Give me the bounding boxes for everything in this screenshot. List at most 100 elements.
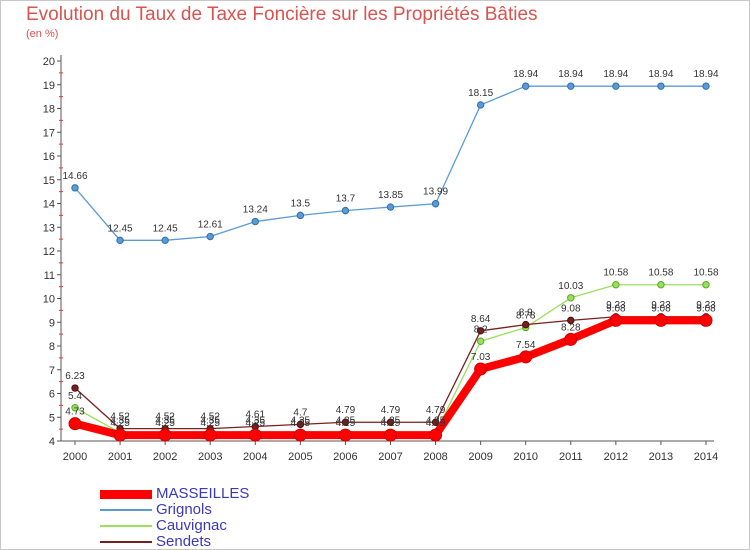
data-label-masseilles: 7.03 <box>471 352 491 363</box>
y-tick-label: 9 <box>49 317 55 329</box>
data-label-cauvignac: 4.35 <box>155 416 175 427</box>
x-tick-label: 2010 <box>513 451 537 463</box>
unit-label: (en %) <box>26 28 59 40</box>
data-point-grignols <box>71 184 79 192</box>
data-label-sendets: 8.9 <box>519 308 533 319</box>
data-point-masseilles <box>203 428 217 442</box>
line-chart: 4 5 6 7 8 9 10 11 12 13 14 15 16 17 18 19 20 2000 2001 2002… <box>43 55 719 463</box>
data-point-masseilles <box>293 428 307 442</box>
data-point-masseilles <box>699 313 713 327</box>
x-tick-label: 2013 <box>649 451 673 463</box>
data-label-grignols: 12.61 <box>198 220 223 231</box>
data-point-masseilles <box>474 362 488 376</box>
data-point-sendets <box>522 320 530 329</box>
data-label-masseilles: 4.25 <box>200 418 220 429</box>
data-label-grignols: 13.7 <box>336 194 356 205</box>
data-point-cauvignac <box>702 281 710 289</box>
y-tick-label: 20 <box>43 56 55 68</box>
data-point-grignols <box>657 82 665 90</box>
y-tick-label: 6 <box>49 389 55 401</box>
legend-label: Grignols <box>156 501 212 518</box>
data-label-grignols: 18.94 <box>558 69 583 80</box>
data-label-grignols: 18.15 <box>468 88 493 99</box>
data-point-cauvignac <box>612 281 620 289</box>
data-label-masseilles: 4.73 <box>65 407 85 418</box>
data-label-cauvignac: 4.35 <box>381 416 401 427</box>
data-label-sendets: 4.52 <box>200 412 220 423</box>
x-tick-label: 2000 <box>63 451 87 463</box>
data-point-sendets <box>567 316 575 325</box>
data-label-grignols: 13.5 <box>291 198 311 209</box>
legend-swatch <box>100 509 152 511</box>
y-tick-label: 15 <box>43 175 55 187</box>
x-tick-label: 2006 <box>333 451 357 463</box>
x-tick-label: 2002 <box>153 451 177 463</box>
data-label-grignols: 18.94 <box>603 69 628 80</box>
data-label-cauvignac: 5.4 <box>68 391 82 402</box>
data-point-grignols <box>341 206 350 215</box>
data-label-cauvignac: 4.35 <box>246 416 266 427</box>
legend-item-sendets: Sendets <box>100 534 249 550</box>
data-point-masseilles <box>338 428 352 442</box>
x-tick-label: 2009 <box>468 451 492 463</box>
data-label-sendets: 9.23 <box>606 300 626 311</box>
data-point-grignols <box>522 82 530 90</box>
y-tick-label: 10 <box>43 294 55 306</box>
data-point-sendets <box>386 418 395 426</box>
data-point-masseilles <box>248 428 262 442</box>
data-point-masseilles <box>429 428 443 442</box>
data-point-masseilles <box>384 428 397 442</box>
y-tick-label: 8 <box>49 341 55 353</box>
x-tick-label: 2004 <box>243 451 267 463</box>
data-label-sendets: 8.64 <box>471 314 491 325</box>
legend-item-masseilles: MASSEILLES <box>100 486 249 502</box>
y-tick-label: 19 <box>43 80 55 92</box>
data-point-grignols <box>116 236 124 245</box>
y-tick-label: 16 <box>43 151 55 163</box>
legend-swatch <box>100 525 152 527</box>
data-label-sendets: 4.52 <box>110 412 130 423</box>
chart-title: Evolution du Taux de Taxe Foncière sur l… <box>26 4 538 25</box>
data-label-cauvignac: 4.35 <box>426 416 446 427</box>
data-label-grignols: 12.45 <box>108 223 133 234</box>
data-label-sendets: 9.23 <box>696 300 716 311</box>
y-tick-label: 12 <box>43 246 55 258</box>
y-tick-label: 13 <box>43 222 55 234</box>
data-point-grignols <box>567 82 575 90</box>
data-label-sendets: 4.79 <box>336 405 356 416</box>
data-label-masseilles: 9.08 <box>696 303 716 314</box>
data-label-sendets: 4.79 <box>426 405 446 416</box>
legend-item-grignols: Grignols <box>100 502 249 518</box>
x-tick-label: 2012 <box>604 451 628 463</box>
data-point-cauvignac <box>657 281 665 289</box>
legend-item-cauvignac: Cauvignac <box>100 518 249 534</box>
data-point-masseilles <box>519 350 533 364</box>
x-tick-label: 2011 <box>559 451 583 463</box>
data-label-cauvignac: 10.58 <box>603 268 628 279</box>
legend-label: Cauvignac <box>156 517 227 534</box>
data-label-cauvignac: 4.35 <box>200 416 220 427</box>
data-label-grignols: 13.99 <box>423 187 448 198</box>
x-tick-label: 2005 <box>288 451 312 463</box>
series-line-grignols <box>74 85 706 241</box>
data-label-masseilles: 4.25 <box>381 418 401 429</box>
data-label-sendets: 4.61 <box>246 410 266 421</box>
data-label-cauvignac: 10.58 <box>648 268 673 279</box>
x-tick-label: 2008 <box>423 451 447 463</box>
data-label-sendets: 6.23 <box>65 371 85 382</box>
data-label-masseilles: 7.54 <box>516 340 536 351</box>
data-point-masseilles <box>609 313 623 327</box>
x-tick-label: 2014 <box>694 451 718 463</box>
data-label-cauvignac: 10.03 <box>558 281 583 292</box>
data-label-grignols: 18.94 <box>693 69 718 80</box>
data-label-grignols: 13.24 <box>243 205 268 216</box>
data-point-cauvignac <box>476 337 485 345</box>
legend: MASSEILLES Grignols Cauvignac Sendets <box>100 486 249 550</box>
data-point-sendets <box>296 420 305 429</box>
data-point-grignols <box>431 200 440 208</box>
data-point-sendets <box>476 327 485 335</box>
data-point-grignols <box>702 82 710 90</box>
x-tick-label: 2001 <box>108 451 132 463</box>
data-label-masseilles: 4.25 <box>155 418 175 429</box>
data-label-sendets: 9.23 <box>651 300 671 311</box>
